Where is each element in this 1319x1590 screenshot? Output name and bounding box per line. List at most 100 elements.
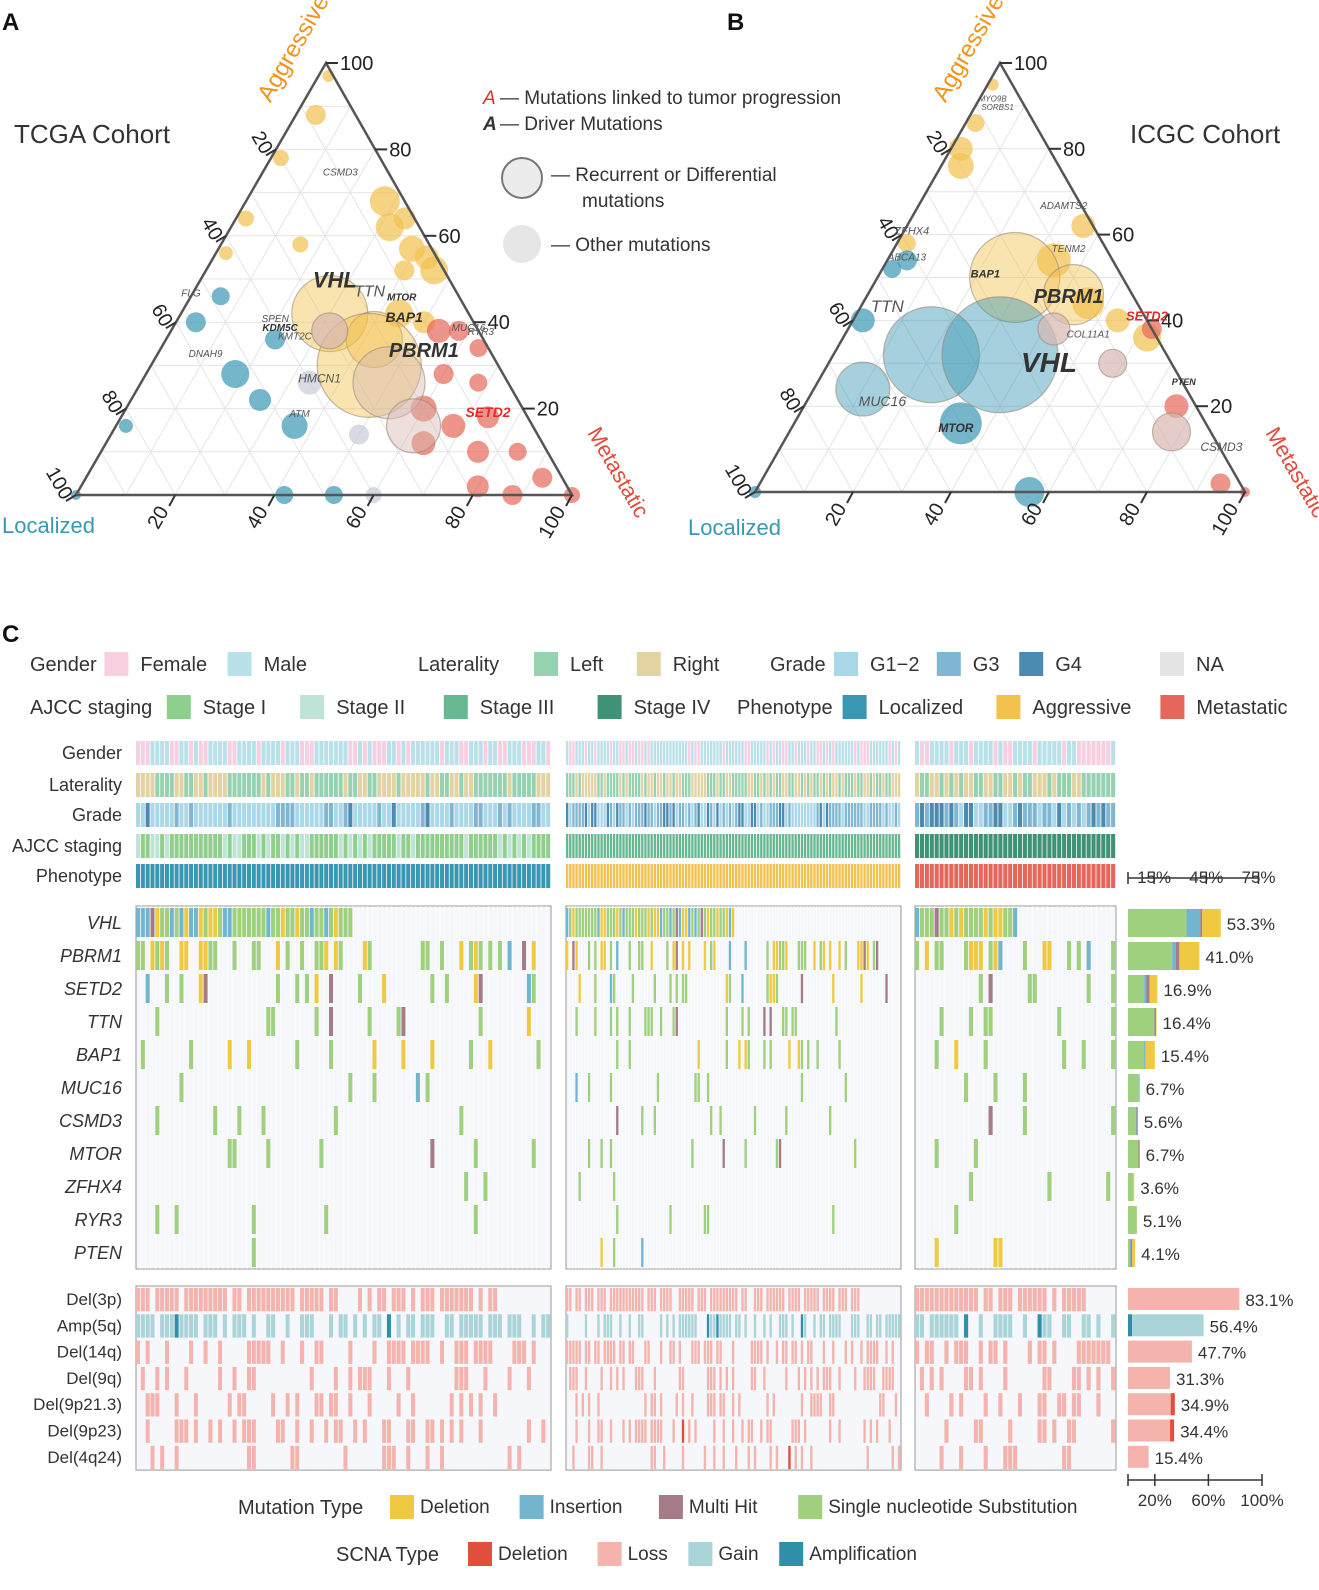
clinical-cell-phenotype xyxy=(597,864,600,888)
clinical-cell-phenotype xyxy=(998,864,1003,888)
clinical-cell-phenotype xyxy=(169,864,174,888)
scna-cell xyxy=(944,1340,949,1364)
scna-cell xyxy=(700,1288,703,1312)
clinical-cell-laterality xyxy=(140,773,145,797)
mutation-frequency-bar xyxy=(1128,1041,1145,1069)
scna-cell xyxy=(822,1366,826,1391)
scna-cell xyxy=(440,1445,445,1470)
clinical-cell-grade xyxy=(713,803,716,827)
bubble-aggressive xyxy=(385,299,414,328)
mutation-cell xyxy=(285,908,290,937)
scna-cell xyxy=(719,1340,722,1364)
scna-cell xyxy=(888,1366,891,1391)
clinical-cell-grade xyxy=(242,803,247,827)
clinical-cell-stage xyxy=(164,834,169,858)
clinical-cell-stage xyxy=(978,834,983,858)
clinical-cell-gender xyxy=(169,741,174,765)
clinical-cell-gender xyxy=(800,741,804,765)
clinical-cell-stage xyxy=(944,834,949,858)
mutation-cell xyxy=(647,908,650,937)
clinical-cell-stage xyxy=(875,834,879,858)
mutation-cell xyxy=(628,1007,631,1036)
bubble-metastatic xyxy=(1210,473,1231,494)
scna-cell xyxy=(644,1393,647,1417)
clinical-cell-laterality xyxy=(612,773,616,797)
clinical-cell-stage xyxy=(672,834,675,858)
clinical-cell-gender xyxy=(444,741,449,765)
clinical-cell-gender xyxy=(703,741,707,765)
clinical-cell-laterality xyxy=(420,773,425,797)
mutation-cell xyxy=(857,941,860,970)
mutation-cell xyxy=(939,1007,944,1036)
mutation-frequency-bar xyxy=(1128,909,1187,937)
scna-cell xyxy=(882,1366,885,1391)
clinical-cell-stage xyxy=(998,834,1003,858)
scna-cell xyxy=(813,1393,816,1417)
clinical-cell-phenotype xyxy=(973,864,978,888)
scna-cell xyxy=(578,1340,581,1364)
mutation-cell xyxy=(954,908,959,937)
panel-a-label: A xyxy=(2,9,19,36)
bubble-other xyxy=(349,424,369,445)
mutation-cell xyxy=(807,1040,810,1069)
mutation-cell xyxy=(716,908,719,937)
clinical-cell-stage xyxy=(822,834,826,858)
mutation-frequency-bar xyxy=(1144,1041,1146,1069)
mutation-cell xyxy=(978,908,983,937)
scna-cell xyxy=(391,1288,396,1312)
scna-cell xyxy=(735,1445,738,1470)
bubble-aggressive xyxy=(272,150,289,167)
mutation-frequency-label: 6.7% xyxy=(1146,1146,1185,1165)
scna-cell xyxy=(1076,1288,1081,1312)
clinical-cell-laterality xyxy=(584,773,588,797)
clinical-cell-gender xyxy=(944,741,949,765)
scna-cell xyxy=(672,1340,675,1364)
mutation-cell xyxy=(507,941,512,970)
clinical-cell-laterality xyxy=(309,773,314,797)
scna-cell xyxy=(386,1314,391,1338)
clinical-cell-grade xyxy=(189,803,194,827)
mutation-cell xyxy=(261,1106,266,1135)
mutation-cell xyxy=(968,941,974,970)
mutation-cell xyxy=(208,941,213,970)
clinical-cell-grade xyxy=(719,803,722,827)
gene-label: VHL xyxy=(313,268,357,293)
grid-line-localized xyxy=(175,321,275,496)
clinical-cell-grade xyxy=(803,803,807,827)
scna-cell xyxy=(541,1419,546,1443)
clinical-cell-laterality xyxy=(753,773,757,797)
scna-cell xyxy=(343,1445,348,1470)
scna-cell xyxy=(810,1393,813,1417)
mutation-cell xyxy=(136,941,141,970)
mutation-cell xyxy=(769,1007,772,1036)
clinical-cell-phenotype xyxy=(261,864,266,888)
clinical-cell-stage xyxy=(644,834,647,858)
bubble-aggressive xyxy=(375,213,404,242)
mutation-frequency-bar xyxy=(1128,1008,1155,1036)
clinical-cell-laterality xyxy=(290,773,295,797)
clinical-cell-stage xyxy=(522,834,527,858)
scna-row-label: Del(14q) xyxy=(57,1343,122,1362)
scna-cell xyxy=(825,1366,829,1391)
clinical-cell-laterality xyxy=(919,773,925,797)
scna-cell xyxy=(750,1419,754,1443)
clinical-cell-laterality xyxy=(1076,773,1081,797)
clinical-cell-phenotype xyxy=(822,864,826,888)
scna-cell xyxy=(794,1419,797,1443)
clinical-cell-stage xyxy=(572,834,575,858)
scna-panel xyxy=(135,1285,552,1471)
clinical-cell-grade xyxy=(675,803,678,827)
clinical-cell-stage xyxy=(703,834,707,858)
scna-cell xyxy=(609,1419,613,1443)
clinical-cell-grade xyxy=(641,803,644,827)
mutation-cell xyxy=(763,1040,766,1069)
clinical-cell-grade xyxy=(706,803,710,827)
mutation-cell xyxy=(1022,1106,1027,1135)
clinical-cell-grade xyxy=(382,803,387,827)
scna-cell xyxy=(983,1288,988,1312)
clinical-cell-laterality xyxy=(797,773,801,797)
clinical-cell-phenotype xyxy=(860,864,863,888)
clinical-cell-phenotype xyxy=(625,864,628,888)
clinical-cell-stage xyxy=(691,834,694,858)
mutation-cell xyxy=(934,1139,939,1168)
